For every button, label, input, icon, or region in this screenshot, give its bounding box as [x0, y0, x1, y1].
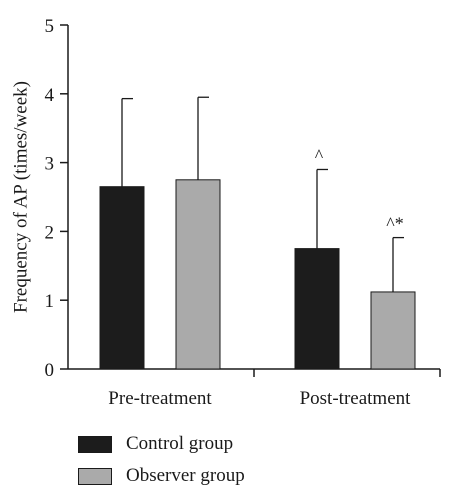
y-axis: 0 1 2 3 4 5	[45, 16, 69, 381]
significance-label: ^*	[386, 214, 403, 234]
bars: ^ ^*	[99, 96, 416, 370]
x-axis: Pre-treatment Post-treatment	[68, 368, 441, 409]
bar	[175, 179, 221, 370]
legend: Control group Observer group	[78, 430, 245, 494]
legend-swatch-observer	[78, 467, 112, 485]
significance-label: ^	[315, 145, 324, 165]
y-axis-label: Frequency of AP (times/week)	[10, 81, 31, 313]
bar	[370, 291, 416, 370]
y-tick-label: 5	[45, 16, 55, 37]
y-tick-label: 2	[45, 222, 55, 243]
legend-label-control: Control group	[126, 433, 234, 454]
legend-swatch-control	[78, 435, 112, 453]
bar	[294, 248, 340, 370]
y-tick-label: 0	[45, 360, 55, 381]
y-tick-label: 1	[45, 291, 55, 312]
y-tick-label: 4	[45, 85, 55, 106]
bar	[99, 186, 145, 370]
legend-label-observer: Observer group	[126, 465, 245, 486]
x-category-label: Pre-treatment	[108, 388, 212, 409]
legend-item-observer: Observer group	[78, 462, 245, 490]
x-category-label: Post-treatment	[300, 388, 412, 409]
y-tick-label: 3	[45, 154, 55, 175]
legend-item-control: Control group	[78, 430, 245, 458]
